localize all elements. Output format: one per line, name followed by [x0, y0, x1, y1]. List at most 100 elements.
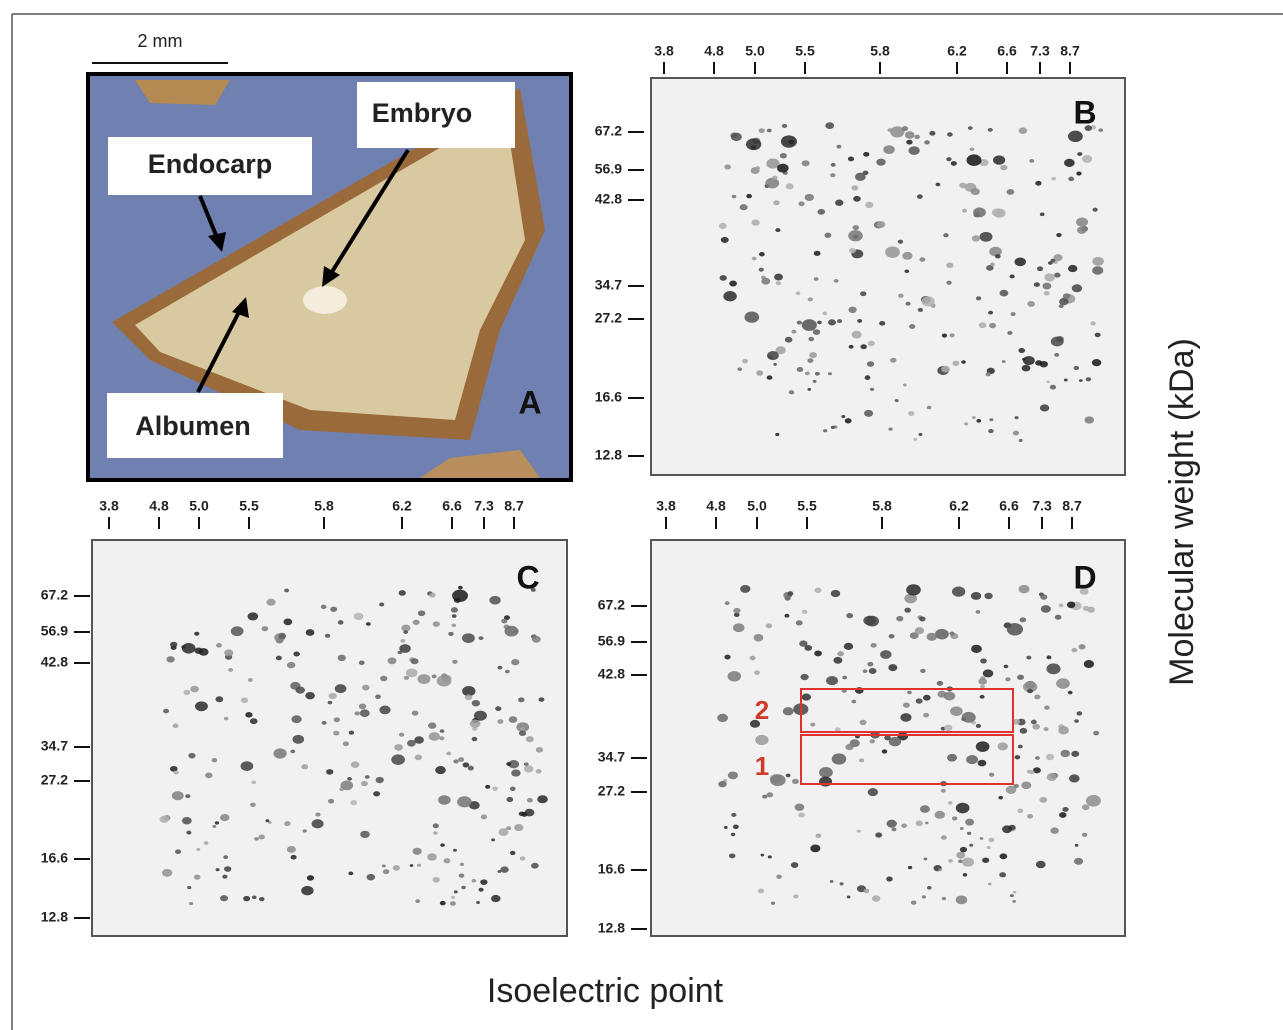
protein-spot — [531, 863, 539, 869]
protein-spot — [962, 209, 967, 213]
protein-spot — [339, 787, 344, 791]
protein-spot — [1046, 655, 1051, 659]
protein-spot — [771, 902, 775, 905]
protein-spot — [537, 795, 548, 803]
pi-tick-label: 8.7 — [1062, 498, 1082, 514]
mw-tick-label: 34.7 — [595, 277, 622, 293]
protein-spot — [800, 674, 808, 680]
protein-spot — [971, 645, 982, 653]
protein-spot — [1019, 439, 1023, 442]
protein-spot — [842, 676, 847, 680]
protein-spot — [817, 321, 822, 325]
protein-spot — [913, 438, 917, 441]
protein-spot — [1017, 808, 1023, 813]
protein-spot — [941, 835, 947, 840]
protein-spot — [956, 895, 968, 904]
box-label: 2 — [755, 695, 769, 725]
protein-spot — [1039, 797, 1047, 803]
protein-spot — [793, 894, 798, 898]
protein-spot — [914, 135, 920, 139]
protein-spot — [252, 896, 257, 900]
protein-spot — [718, 781, 726, 787]
protein-spot — [947, 132, 953, 136]
protein-spot — [433, 621, 440, 627]
protein-spot — [1015, 257, 1026, 266]
protein-spot — [724, 655, 730, 660]
protein-spot — [855, 173, 866, 181]
protein-spot — [942, 334, 947, 338]
protein-spot — [480, 879, 487, 885]
protein-spot — [470, 720, 481, 728]
protein-spot — [885, 246, 900, 257]
protein-spot — [497, 666, 502, 670]
protein-spot — [1093, 731, 1099, 736]
protein-spot — [1010, 894, 1014, 897]
protein-spot — [935, 183, 940, 187]
protein-spot — [491, 895, 501, 902]
protein-spot — [451, 607, 458, 612]
protein-spot — [400, 639, 405, 643]
mw-tick-label: 42.8 — [595, 191, 622, 207]
pi-tick-label: 5.5 — [795, 43, 815, 59]
protein-spot — [837, 319, 842, 323]
protein-spot — [1019, 127, 1028, 134]
protein-spot — [968, 126, 973, 130]
protein-spot — [172, 791, 184, 800]
protein-spot — [1077, 711, 1083, 715]
protein-spot — [775, 228, 780, 232]
protein-spot — [796, 620, 803, 625]
protein-spot — [1027, 301, 1035, 307]
protein-spot — [1046, 754, 1054, 760]
protein-spot — [754, 634, 764, 642]
protein-spot — [904, 608, 911, 613]
protein-spot — [946, 281, 951, 285]
pi-tick-label: 7.3 — [1030, 43, 1050, 59]
protein-spot — [1017, 675, 1024, 680]
protein-spot — [1047, 773, 1057, 781]
protein-spot — [511, 769, 521, 776]
protein-spot — [312, 819, 324, 828]
protein-spot — [471, 879, 476, 883]
protein-spot — [976, 724, 981, 728]
protein-spot — [1013, 431, 1019, 436]
protein-spot — [1046, 380, 1050, 383]
protein-spot — [973, 207, 986, 217]
protein-spot — [338, 655, 346, 661]
protein-spot — [1062, 807, 1068, 812]
protein-spot — [978, 678, 987, 685]
protein-spot — [810, 723, 815, 727]
protein-spot — [509, 716, 518, 723]
panel-letter: B — [1073, 94, 1096, 130]
protein-spot — [222, 875, 227, 879]
protein-spot — [900, 713, 911, 722]
protein-spot — [967, 154, 982, 166]
protein-spot — [231, 626, 244, 636]
protein-spot — [1020, 728, 1028, 734]
protein-spot — [1046, 663, 1060, 674]
protein-spot — [283, 618, 292, 625]
protein-spot — [382, 864, 386, 867]
protein-spot — [848, 157, 854, 162]
protein-spot — [498, 870, 502, 873]
protein-spot — [925, 822, 929, 825]
protein-spot — [536, 747, 543, 753]
protein-spot — [837, 651, 844, 656]
protein-spot — [990, 263, 995, 267]
protein-spot — [1068, 691, 1073, 695]
protein-spot — [266, 599, 275, 606]
protein-spot — [437, 675, 452, 686]
panel-letter: D — [1073, 559, 1096, 595]
protein-spot — [514, 824, 523, 831]
protein-spot — [807, 358, 813, 363]
protein-spot — [411, 658, 419, 664]
protein-spot — [963, 873, 967, 876]
protein-spot — [863, 616, 876, 626]
mw-tick-label: 56.9 — [595, 161, 622, 177]
protein-spot — [322, 721, 327, 725]
protein-spot — [920, 805, 930, 813]
protein-spot — [438, 795, 450, 805]
protein-spot — [808, 297, 813, 301]
protein-spot — [1092, 266, 1103, 275]
protein-spot — [825, 122, 834, 129]
protein-spot — [195, 701, 208, 711]
